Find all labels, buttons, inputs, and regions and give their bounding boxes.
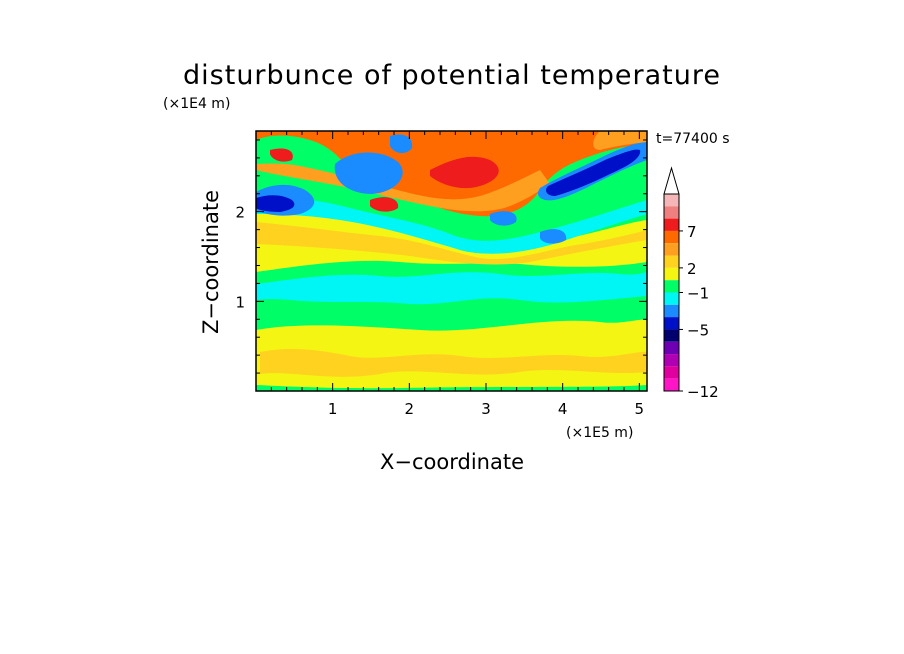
colorbar-swatch xyxy=(664,304,679,318)
top-red-patches xyxy=(270,148,499,212)
x-tick-label: 4 xyxy=(558,400,568,418)
colorbar-extend-arrow xyxy=(663,166,680,195)
colorbar-swatch xyxy=(664,218,679,231)
colorbar-label: −1 xyxy=(687,285,709,303)
y-axis-label: Z−coordinate xyxy=(199,190,223,334)
colorbar-swatch xyxy=(664,230,679,244)
x-axis-label: X−coordinate xyxy=(380,450,524,474)
x-tick-label: 2 xyxy=(405,400,415,418)
x-tick-label: 5 xyxy=(635,400,645,418)
colorbar-swatch xyxy=(664,243,679,256)
time-label: t=77400 s xyxy=(656,131,730,147)
contour-field xyxy=(256,131,647,391)
colorbar-swatch xyxy=(664,317,679,330)
colorbar-label: 7 xyxy=(687,223,697,241)
colorbar-swatch xyxy=(664,255,679,268)
colorbar-swatch xyxy=(664,329,679,342)
y-axis: 12 xyxy=(235,139,647,374)
colorbar-swatch xyxy=(664,280,679,293)
plot-frame xyxy=(255,130,648,392)
right-top-warm xyxy=(593,131,647,150)
colorbar: 7 2 −1 −5 −12 xyxy=(663,166,719,401)
y-scale-label: (×1E4 m) xyxy=(163,96,230,112)
mid-cyan-band xyxy=(256,272,647,305)
colorbar-label: −5 xyxy=(687,321,709,339)
lower-orange-patches xyxy=(260,349,647,377)
colorbar-swatch xyxy=(664,378,679,391)
colorbar-swatch xyxy=(664,206,679,219)
top-blue-patch xyxy=(334,134,413,194)
x-axis: 1 2 3 4 5 xyxy=(270,131,645,418)
x-scale-label: (×1E5 m) xyxy=(566,425,633,441)
colorbar-swatch xyxy=(664,341,679,355)
x-tick-label: 1 xyxy=(328,400,338,418)
upper-orange-band xyxy=(256,222,647,265)
upper-blue-left-dark xyxy=(256,195,295,212)
y-tick-label: 1 xyxy=(235,293,245,311)
right-dark-blue-band xyxy=(546,149,641,196)
chart-title: disturbunce of potential temperature xyxy=(183,60,721,91)
colorbar-swatch xyxy=(664,267,679,281)
colorbar-swatch xyxy=(664,354,679,367)
top-mid-orange-region xyxy=(256,163,550,212)
y-tick-label: 2 xyxy=(235,204,245,222)
colorbar-label: −12 xyxy=(687,383,719,401)
x-tick-label: 3 xyxy=(481,400,491,418)
colorbar-swatch xyxy=(664,292,679,305)
colorbar-label: 2 xyxy=(687,260,697,278)
colorbar-swatch xyxy=(664,366,679,379)
colorbar-swatch xyxy=(664,194,679,207)
